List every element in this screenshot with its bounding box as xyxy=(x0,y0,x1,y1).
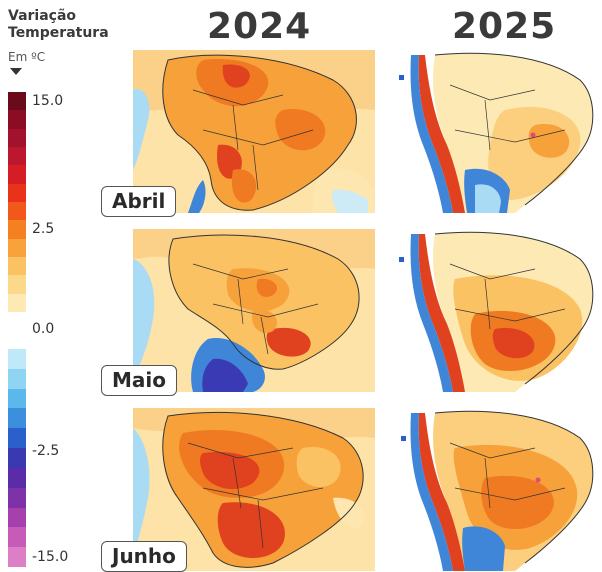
legend-cool-scale xyxy=(8,349,26,567)
legend-cool-swatch xyxy=(8,349,26,369)
legend-label-zero: 0.0 xyxy=(32,321,55,337)
legend-warm-swatch xyxy=(8,293,26,312)
legend-cool-swatch xyxy=(8,547,26,567)
legend-label-max: 15.0 xyxy=(32,93,64,109)
legend-warm-swatch xyxy=(8,110,26,129)
legend-cool-swatch xyxy=(8,487,26,508)
legend-unit: Em ºC xyxy=(8,50,46,64)
month-label-junho: Junho xyxy=(101,541,187,572)
legend-title-line1: Variação xyxy=(8,8,77,24)
legend-warm-swatch xyxy=(8,92,26,111)
legend-warm-swatch xyxy=(8,256,26,276)
map-2024-maio xyxy=(133,229,375,392)
legend-warm-swatch xyxy=(8,165,26,184)
map-2024-junho xyxy=(133,408,375,571)
legend-cool-swatch xyxy=(8,527,26,548)
legend-label-min: -15.0 xyxy=(32,549,69,565)
map-2025-maio xyxy=(395,229,597,392)
legend-cool-swatch xyxy=(8,388,26,409)
legend-cool-swatch xyxy=(8,448,26,468)
legend-warm-scale xyxy=(8,92,26,312)
legend-title: Variação Temperatura xyxy=(8,8,109,42)
legend-warm-swatch xyxy=(8,146,26,166)
legend-title-line2: Temperatura xyxy=(8,25,109,41)
legend-cool-swatch xyxy=(8,467,26,488)
legend-warm-swatch xyxy=(8,183,26,202)
legend-arrow-icon xyxy=(10,68,22,75)
year-header-2024: 2024 xyxy=(207,6,312,47)
legend-warm-swatch xyxy=(8,275,26,294)
legend-cool-swatch xyxy=(8,368,26,389)
legend-warm-swatch xyxy=(8,238,26,257)
map-2025-abril xyxy=(395,50,597,213)
legend-warm-swatch xyxy=(8,220,26,239)
legend-label-cool-mid: -2.5 xyxy=(32,443,60,459)
month-label-maio: Maio xyxy=(101,365,177,396)
legend-warm-swatch xyxy=(8,201,26,221)
legend-warm-swatch xyxy=(8,128,26,147)
month-label-abril: Abril xyxy=(101,186,177,217)
legend-cool-swatch xyxy=(8,507,26,528)
year-header-2025: 2025 xyxy=(452,6,557,47)
legend-cool-swatch xyxy=(8,408,26,429)
legend-label-warm-mid: 2.5 xyxy=(32,221,55,237)
legend-cool-swatch xyxy=(8,428,26,449)
map-2024-abril xyxy=(133,50,375,213)
map-2025-junho xyxy=(395,408,597,571)
